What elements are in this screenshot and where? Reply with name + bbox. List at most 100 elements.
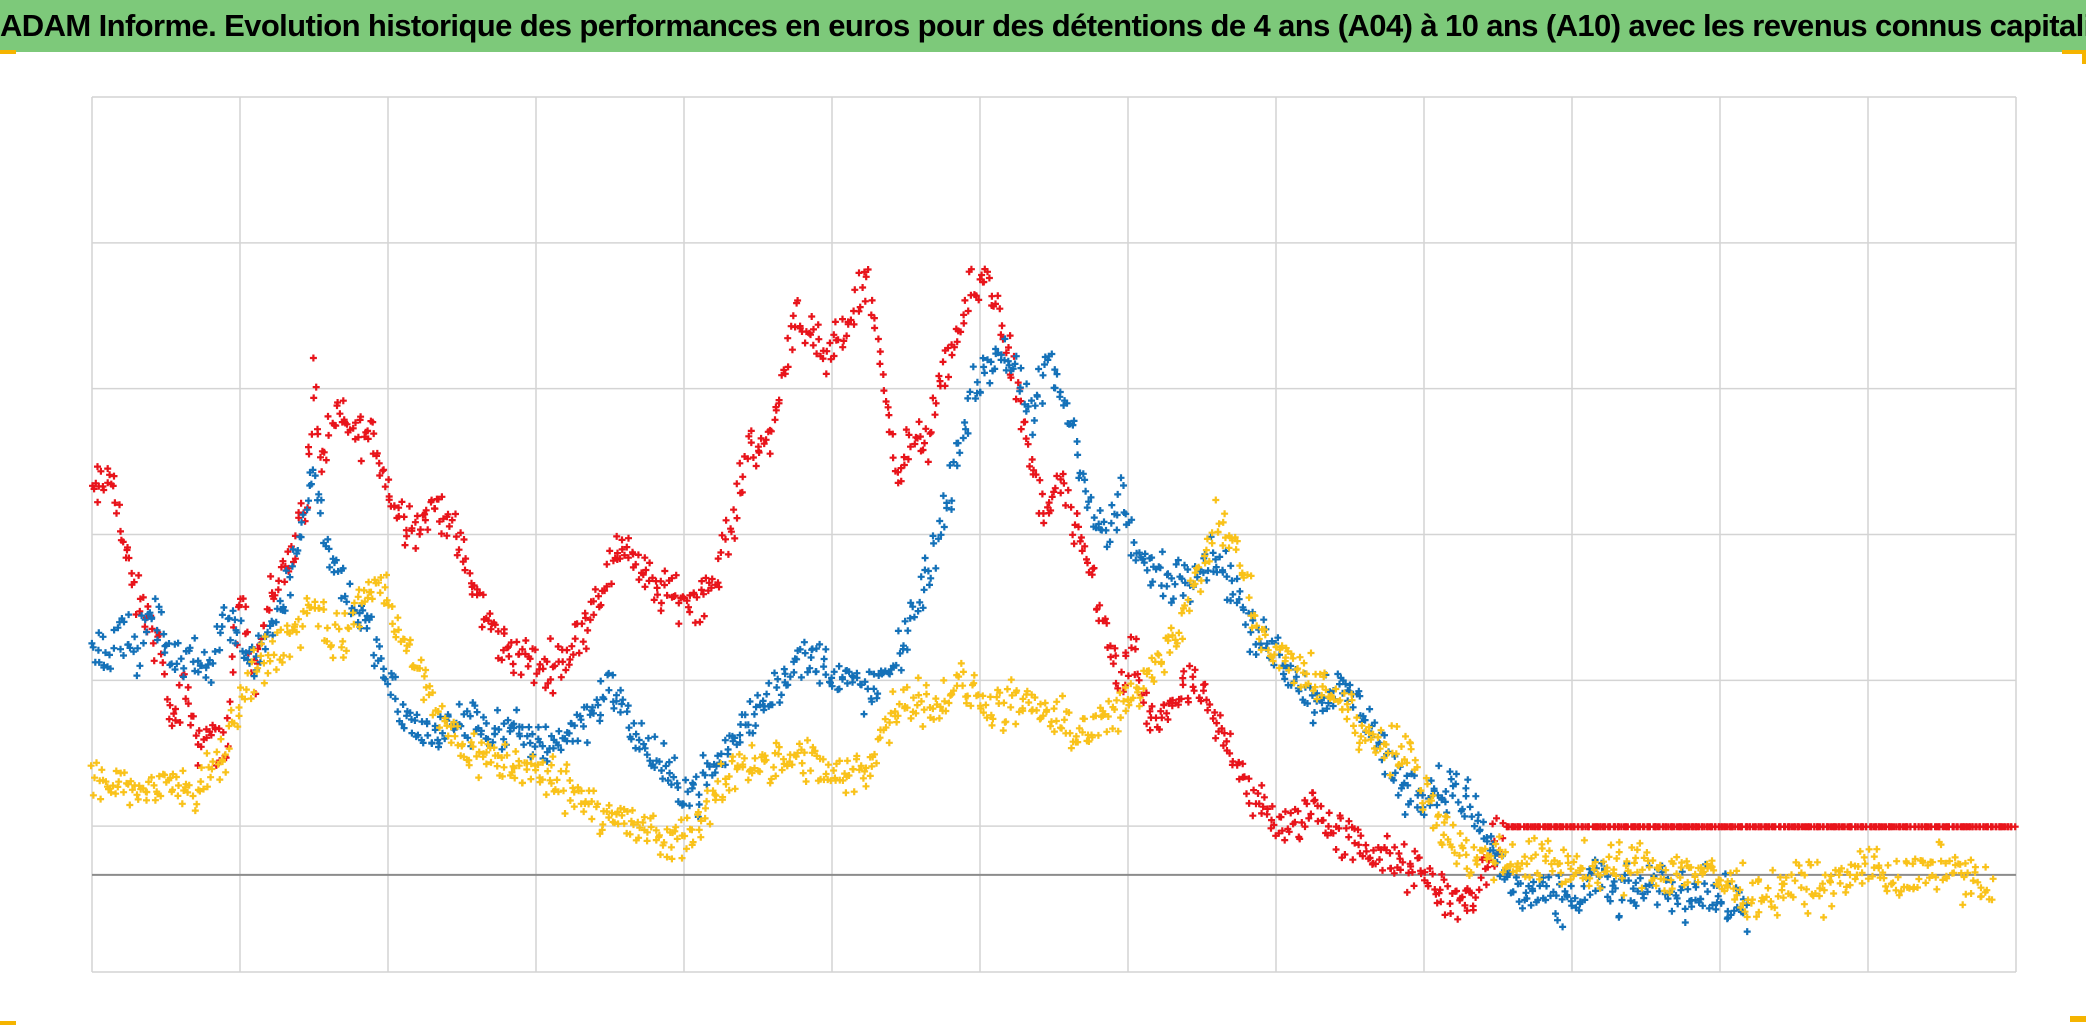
data-point [1929,858,1937,866]
data-point [473,708,481,716]
data-point [614,549,621,557]
data-point [603,560,611,568]
data-point [663,853,671,861]
data-point [365,578,373,586]
data-point [445,522,453,530]
data-point [166,701,174,709]
data-point [828,682,836,690]
data-point [89,643,97,651]
data-point [683,814,691,822]
data-point [780,366,788,374]
data-point [768,701,776,709]
data-point [1189,673,1197,681]
data-point [874,335,882,343]
data-point [1087,493,1095,501]
data-point [736,738,744,746]
data-point [1147,581,1155,589]
data-point [657,577,665,585]
data-point [416,664,424,672]
data-point [814,321,822,329]
data-point [1382,846,1390,854]
data-point [1002,718,1010,726]
data-point [926,581,933,589]
data-point [886,719,894,726]
data-point [793,655,801,663]
data-point [654,591,661,599]
data-point [570,788,578,796]
data-point [1636,839,1644,847]
data-point [281,607,289,615]
data-point [739,473,747,481]
data-point [1438,841,1446,849]
data-point [1971,863,1979,871]
data-point [1216,711,1224,719]
data-point [632,560,640,568]
data-point [1206,701,1214,708]
data-point [940,676,948,684]
data-point [1446,900,1454,908]
data-point [314,425,321,433]
data-point [893,718,901,726]
data-point [325,431,333,439]
data-point [387,669,395,677]
data-point [1131,645,1139,653]
data-point [1858,879,1866,887]
data-point [509,660,517,668]
data-point [1472,792,1480,800]
data-point [896,649,904,657]
data-point [297,644,305,652]
data-point [845,668,853,676]
data-point [1111,644,1119,652]
data-point [646,757,654,765]
data-point [1124,672,1132,680]
data-point [225,722,233,730]
data-point [960,319,968,327]
data-point [618,811,626,819]
data-point [736,731,744,739]
data-point [1585,882,1593,890]
data-point [511,774,519,782]
data-point [1440,819,1448,826]
data-point [969,363,977,371]
data-point [1223,737,1231,745]
data-point [133,791,141,799]
data-point [1521,853,1529,861]
data-point [623,708,631,716]
data-point [1394,791,1402,799]
data-point [191,807,199,815]
data-point [143,628,150,636]
data-point [384,680,392,688]
data-point [1247,628,1255,636]
data-point [988,292,996,300]
data-point [479,591,487,599]
data-point [1618,896,1626,904]
data-point [1415,854,1423,862]
data-point [708,575,716,583]
data-point [1771,904,1779,912]
data-point [845,772,853,779]
data-point [408,729,416,737]
data-point [876,360,884,368]
data-point [706,763,713,771]
data-point [1287,662,1295,670]
data-point [1362,847,1370,855]
data-point [1442,788,1450,795]
data-point [1473,860,1481,868]
data-point [757,434,765,442]
data-point [946,461,954,469]
data-point [161,670,168,678]
data-point [271,591,279,599]
data-point [1215,520,1223,528]
data-point [1219,518,1227,526]
data-point [1075,523,1082,531]
data-point [1240,773,1248,781]
data-point [529,752,537,760]
data-point [601,587,609,595]
data-point [705,579,713,587]
data-point [109,782,117,790]
data-point [305,450,313,458]
data-point [130,648,138,656]
data-point [466,712,474,720]
data-point [685,603,692,611]
data-point [1343,715,1351,723]
